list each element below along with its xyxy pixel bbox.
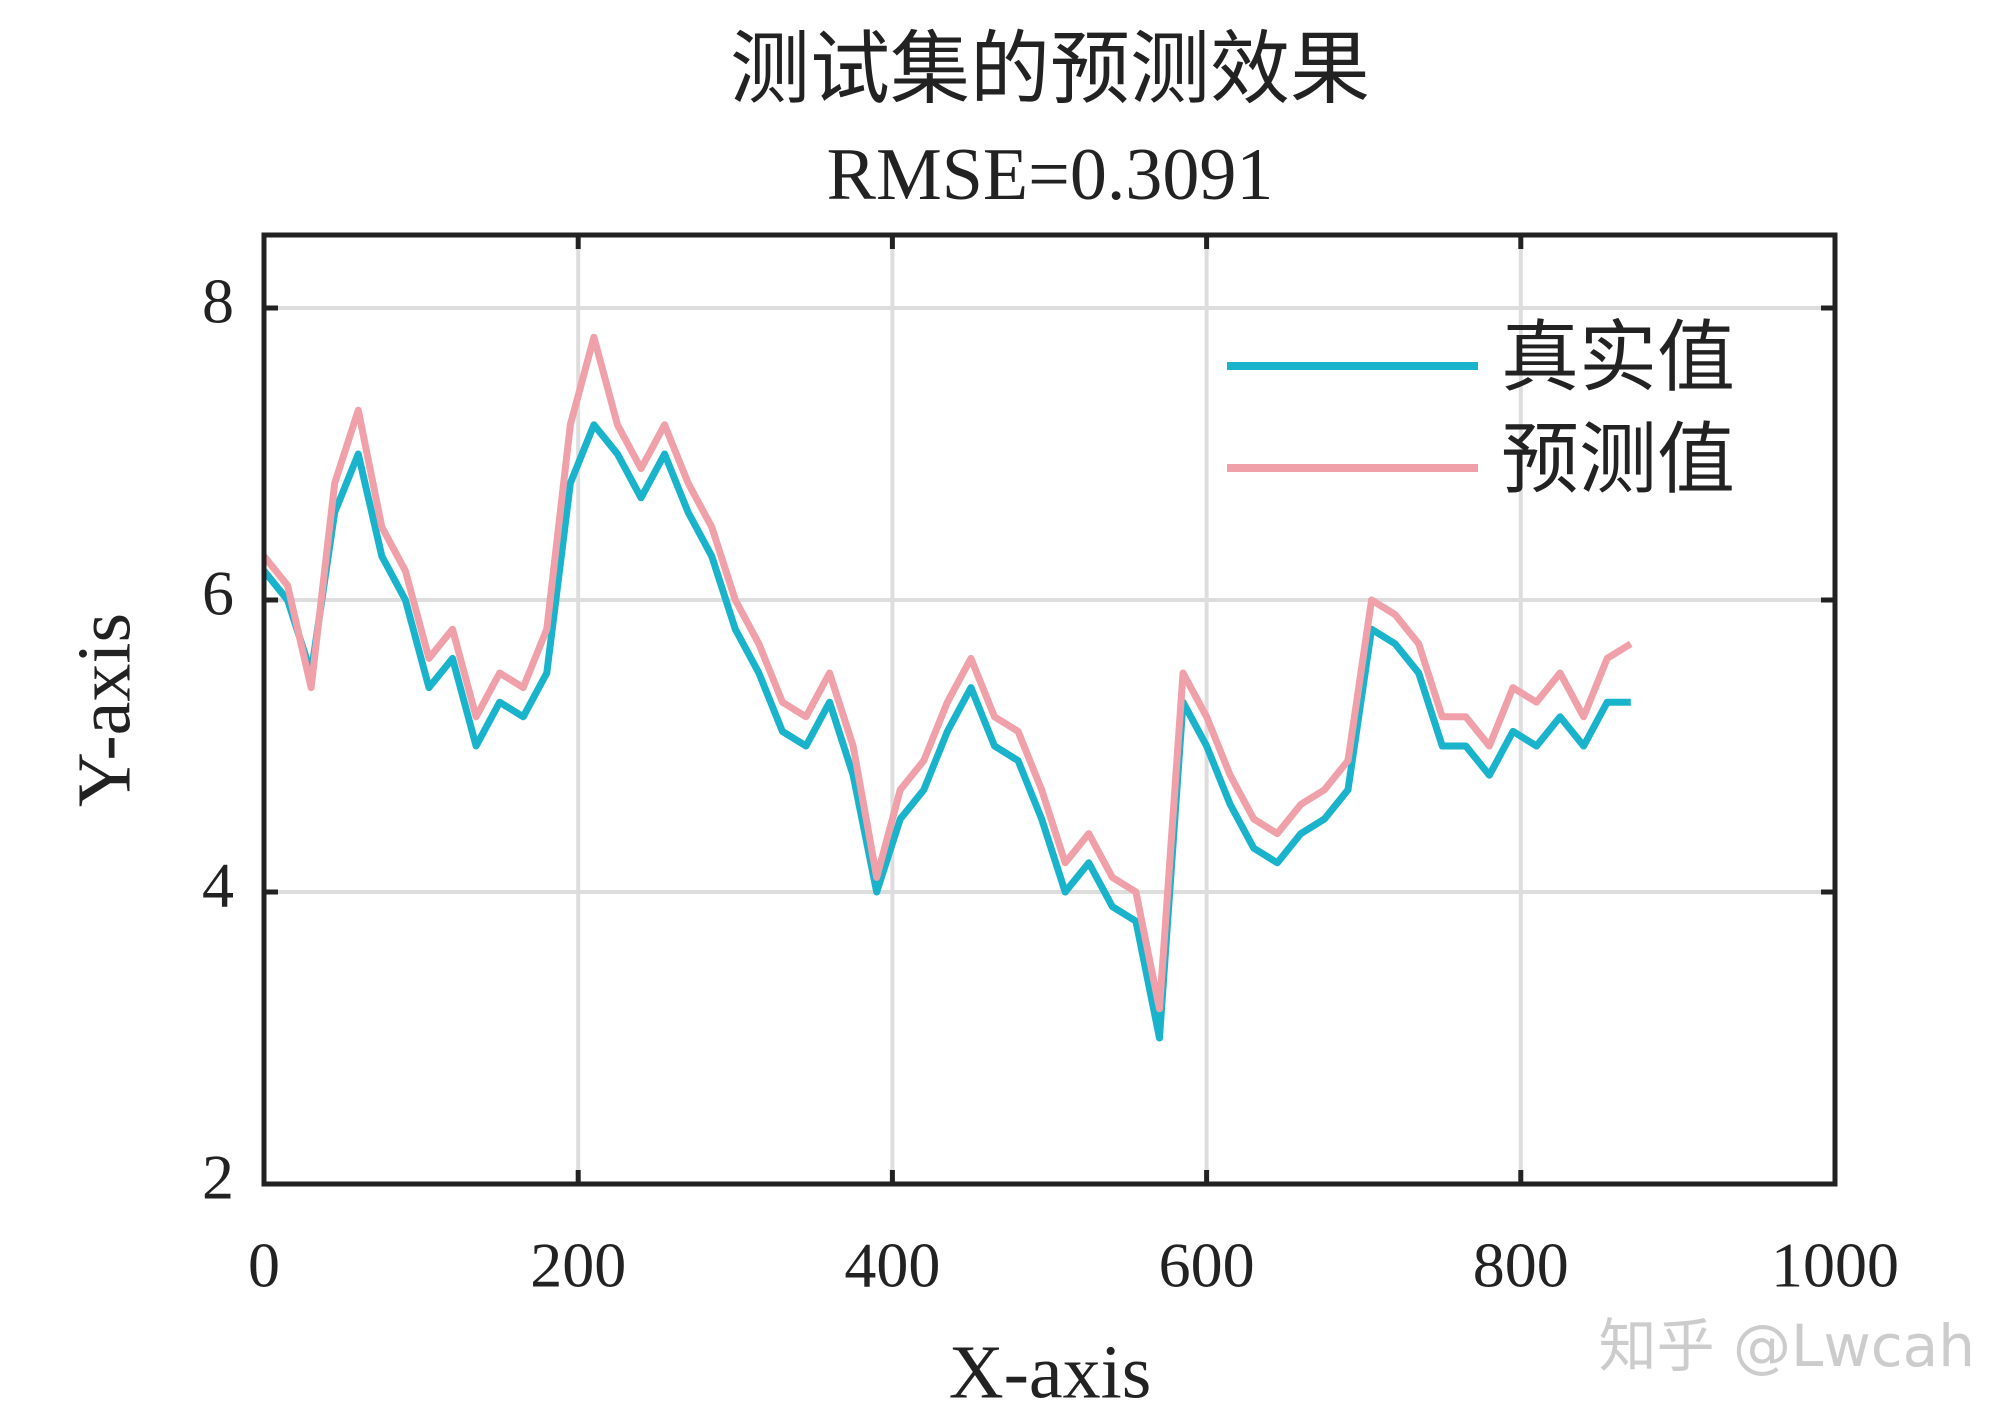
x-tick-label: 1000 bbox=[1771, 1230, 1899, 1301]
y-tick-label: 6 bbox=[202, 558, 234, 629]
watermark: 知乎 @Lwcah bbox=[1599, 1312, 1975, 1380]
data-line bbox=[261, 333, 1633, 1013]
x-tick-label: 400 bbox=[844, 1230, 940, 1301]
y-tick-label: 2 bbox=[202, 1142, 234, 1213]
plot-frame bbox=[261, 232, 1838, 1187]
y-tick-label: 8 bbox=[202, 266, 234, 337]
x-tick-label: 0 bbox=[248, 1230, 280, 1301]
x-axis-label: X-axis bbox=[949, 1330, 1152, 1414]
chart-title: 测试集的预测效果 bbox=[730, 26, 1370, 114]
y-tick-label: 4 bbox=[202, 850, 234, 921]
legend-label: 预测值 bbox=[1501, 416, 1735, 503]
x-tick-label: 800 bbox=[1473, 1230, 1569, 1301]
chart-subtitle: RMSE=0.3091 bbox=[827, 134, 1274, 216]
data-line bbox=[261, 421, 1631, 1042]
legend-label: 真实值 bbox=[1501, 314, 1735, 401]
x-tick-label: 200 bbox=[530, 1230, 626, 1301]
x-tick-label: 600 bbox=[1159, 1230, 1255, 1301]
y-axis-label: Y-axis bbox=[62, 613, 146, 807]
